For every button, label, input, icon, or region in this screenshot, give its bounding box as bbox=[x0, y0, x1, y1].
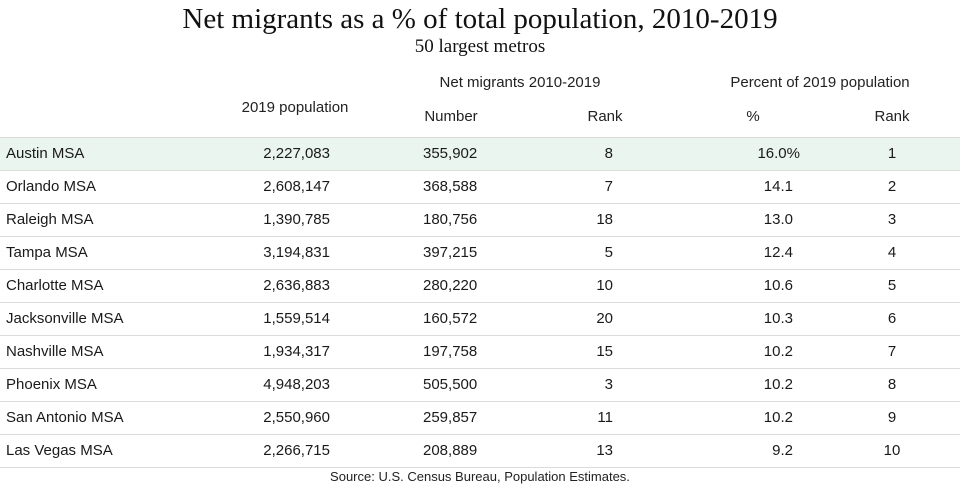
header-group-net-migrants: Net migrants 2010-2019 bbox=[439, 74, 601, 91]
percent-rank: 8 bbox=[887, 376, 897, 393]
net-migrants-rank: 15 bbox=[596, 343, 613, 360]
table-row: Orlando MSA 2,608,147 368,588 7 14.1 2 bbox=[0, 171, 960, 204]
net-migrants-number: 180,756 bbox=[423, 211, 478, 228]
percent-rank: 5 bbox=[887, 277, 897, 294]
net-migrants-rank: 7 bbox=[604, 178, 613, 195]
table-row: Charlotte MSA 2,636,883 280,220 10 10.6 … bbox=[0, 270, 960, 303]
net-migrants-rank: 20 bbox=[596, 310, 613, 327]
header-percent: % bbox=[746, 108, 760, 125]
population-value: 3,194,831 bbox=[263, 244, 330, 261]
net-migrants-number: 355,902 bbox=[423, 145, 478, 162]
net-migrants-rank: 18 bbox=[596, 211, 613, 228]
percent-rank: 2 bbox=[887, 178, 897, 195]
table-row: San Antonio MSA 2,550,960 259,857 11 10.… bbox=[0, 402, 960, 435]
net-migrants-rank: 10 bbox=[596, 277, 613, 294]
net-migrants-rank: 5 bbox=[604, 244, 613, 261]
metro-name: Jacksonville MSA bbox=[6, 310, 124, 327]
source-note: Source: U.S. Census Bureau, Population E… bbox=[330, 469, 630, 484]
header-percent-rank: Rank bbox=[874, 108, 910, 125]
population-value: 2,266,715 bbox=[263, 442, 330, 459]
metro-name: Phoenix MSA bbox=[6, 376, 97, 393]
header-2019-population: 2019 population bbox=[241, 99, 349, 116]
data-table: Austin MSA 2,227,083 355,902 8 16.0% 1 O… bbox=[0, 137, 960, 468]
net-migrants-rank: 11 bbox=[597, 409, 613, 426]
percent-value: 14.1 bbox=[763, 178, 793, 195]
net-migrants-number: 368,588 bbox=[423, 178, 478, 195]
table-row: Austin MSA 2,227,083 355,902 8 16.0% 1 bbox=[0, 137, 960, 171]
population-value: 1,934,317 bbox=[263, 343, 330, 360]
header-rank: Rank bbox=[587, 108, 623, 125]
table-row: Nashville MSA 1,934,317 197,758 15 10.2 … bbox=[0, 336, 960, 369]
percent-value: 10.2 bbox=[763, 376, 793, 393]
population-value: 4,948,203 bbox=[263, 376, 330, 393]
percent-rank: 1 bbox=[887, 145, 897, 162]
net-migrants-rank: 13 bbox=[596, 442, 613, 459]
net-migrants-number: 280,220 bbox=[423, 277, 478, 294]
percent-rank: 4 bbox=[887, 244, 897, 261]
percent-value: 10.6 bbox=[763, 277, 793, 294]
metro-name: Nashville MSA bbox=[6, 343, 104, 360]
header-group-percent-population: Percent of 2019 population bbox=[730, 74, 910, 91]
metro-name: Austin MSA bbox=[6, 145, 85, 162]
metro-name: San Antonio MSA bbox=[6, 409, 124, 426]
percent-value: 13.0 bbox=[763, 211, 793, 228]
percent-value: 9.2 bbox=[772, 442, 793, 459]
population-value: 2,636,883 bbox=[263, 277, 330, 294]
header-number: Number bbox=[424, 108, 478, 125]
metro-name: Raleigh MSA bbox=[6, 211, 94, 228]
net-migrants-number: 259,857 bbox=[423, 409, 478, 426]
net-migrants-number: 397,215 bbox=[423, 244, 478, 261]
population-value: 2,608,147 bbox=[263, 178, 330, 195]
table-row: Tampa MSA 3,194,831 397,215 5 12.4 4 bbox=[0, 237, 960, 270]
percent-value: 12.4 bbox=[763, 244, 793, 261]
table-row: Jacksonville MSA 1,559,514 160,572 20 10… bbox=[0, 303, 960, 336]
net-migrants-number: 160,572 bbox=[423, 310, 478, 327]
table-row: Phoenix MSA 4,948,203 505,500 3 10.2 8 bbox=[0, 369, 960, 402]
metro-name: Tampa MSA bbox=[6, 244, 88, 261]
percent-value: 10.3 bbox=[763, 310, 793, 327]
net-migrants-number: 208,889 bbox=[423, 442, 478, 459]
percent-rank: 7 bbox=[887, 343, 897, 360]
table-row: Las Vegas MSA 2,266,715 208,889 13 9.2 1… bbox=[0, 435, 960, 468]
table-row: Raleigh MSA 1,390,785 180,756 18 13.0 3 bbox=[0, 204, 960, 237]
percent-rank: 6 bbox=[887, 310, 897, 327]
net-migrants-number: 505,500 bbox=[423, 376, 478, 393]
metro-name: Charlotte MSA bbox=[6, 277, 104, 294]
percent-rank: 10 bbox=[883, 442, 901, 459]
population-value: 2,550,960 bbox=[263, 409, 330, 426]
net-migrants-rank: 3 bbox=[604, 376, 613, 393]
metro-name: Orlando MSA bbox=[6, 178, 97, 195]
net-migrants-number: 197,758 bbox=[423, 343, 478, 360]
population-value: 1,390,785 bbox=[263, 211, 330, 228]
chart-title: Net migrants as a % of total population,… bbox=[182, 3, 778, 35]
net-migrants-rank: 8 bbox=[604, 145, 613, 162]
percent-value: 16.0% bbox=[757, 145, 800, 162]
percent-rank: 3 bbox=[887, 211, 897, 228]
percent-rank: 9 bbox=[887, 409, 897, 426]
percent-value: 10.2 bbox=[763, 343, 793, 360]
metro-name: Las Vegas MSA bbox=[6, 442, 113, 459]
population-value: 1,559,514 bbox=[263, 310, 330, 327]
chart-subtitle: 50 largest metros bbox=[414, 36, 546, 57]
population-value: 2,227,083 bbox=[263, 145, 330, 162]
percent-value: 10.2 bbox=[763, 409, 793, 426]
